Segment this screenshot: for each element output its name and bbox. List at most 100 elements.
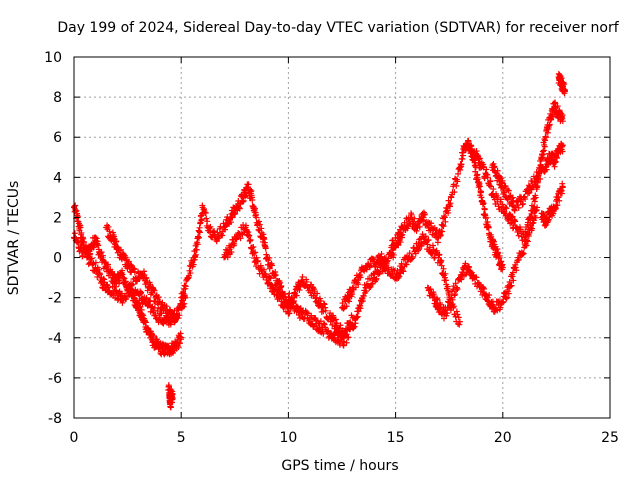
data-point xyxy=(473,274,480,281)
data-point xyxy=(151,287,158,294)
data-point xyxy=(454,286,461,293)
data-point xyxy=(446,304,453,311)
data-point xyxy=(455,314,462,321)
data-point xyxy=(428,251,435,258)
data-point xyxy=(438,262,445,269)
data-point xyxy=(111,233,118,240)
data-point xyxy=(411,215,418,222)
data-point xyxy=(249,197,256,204)
data-point xyxy=(276,294,283,301)
data-point xyxy=(357,274,364,281)
data-point xyxy=(482,215,489,222)
data-point xyxy=(400,268,407,275)
data-point xyxy=(152,312,159,319)
data-point xyxy=(528,210,535,217)
data-point xyxy=(509,213,516,220)
data-point xyxy=(554,155,561,162)
data-point xyxy=(520,250,527,257)
data-point xyxy=(426,244,433,251)
data-point xyxy=(450,303,457,310)
data-point xyxy=(352,284,359,291)
data-point xyxy=(214,229,221,236)
data-point xyxy=(245,181,252,188)
data-point xyxy=(385,264,392,271)
data-point xyxy=(288,294,295,301)
data-point xyxy=(75,238,82,245)
axis-ticks: 0 5 10 15 20 25 -8 -6 -4 -2 0 2 4 6 8 10 xyxy=(44,50,619,446)
data-point xyxy=(375,271,382,278)
data-point xyxy=(114,244,121,251)
data-point xyxy=(80,235,87,242)
data-point xyxy=(202,209,209,216)
data-point xyxy=(531,198,538,205)
data-point xyxy=(246,232,253,239)
data-point xyxy=(167,321,174,328)
data-point xyxy=(521,238,528,245)
data-point xyxy=(381,255,388,262)
data-point xyxy=(93,235,100,242)
data-point xyxy=(322,304,329,311)
data-point xyxy=(151,304,158,311)
data-point xyxy=(363,288,370,295)
data-point xyxy=(250,243,257,250)
data-point xyxy=(434,239,441,246)
data-point xyxy=(296,315,303,322)
x-tick-label: 20 xyxy=(494,430,512,446)
data-point xyxy=(337,322,344,329)
chart-title: Day 199 of 2024, Sidereal Day-to-day VTE… xyxy=(57,20,619,36)
data-point xyxy=(512,218,519,225)
data-point xyxy=(254,258,261,265)
data-point xyxy=(129,281,136,288)
data-point xyxy=(140,312,147,319)
data-point xyxy=(501,189,508,196)
data-point xyxy=(227,219,234,226)
data-point xyxy=(495,203,502,210)
data-point xyxy=(520,200,527,207)
data-point xyxy=(88,255,95,262)
data-point xyxy=(486,291,493,298)
data-point xyxy=(154,307,161,314)
data-point xyxy=(412,250,419,257)
data-point xyxy=(120,274,127,281)
data-point xyxy=(555,194,562,201)
data-point xyxy=(452,280,459,287)
data-point xyxy=(81,238,88,245)
data-point xyxy=(452,291,459,298)
data-point xyxy=(399,231,406,238)
data-point xyxy=(363,266,370,273)
data-point xyxy=(286,310,293,317)
data-point xyxy=(262,271,269,278)
data-point xyxy=(561,88,568,95)
data-point xyxy=(543,166,550,173)
data-point xyxy=(360,292,367,299)
data-point xyxy=(409,253,416,260)
data-point xyxy=(529,207,536,214)
data-point xyxy=(462,260,469,267)
data-point xyxy=(414,247,421,254)
data-point xyxy=(310,323,317,330)
data-point xyxy=(203,215,210,222)
data-point xyxy=(513,267,520,274)
y-tick-label: 10 xyxy=(44,50,62,66)
data-point xyxy=(166,392,173,399)
data-point xyxy=(509,269,516,276)
data-point xyxy=(476,155,483,162)
data-point xyxy=(366,275,373,282)
data-point xyxy=(237,235,244,242)
data-point xyxy=(541,143,548,150)
data-point xyxy=(489,237,496,244)
data-point xyxy=(180,303,187,310)
data-point xyxy=(153,315,160,322)
data-point xyxy=(78,229,85,236)
data-point xyxy=(345,334,352,341)
data-point xyxy=(451,189,458,196)
data-point xyxy=(558,75,565,82)
data-point xyxy=(428,220,435,227)
data-point xyxy=(137,303,144,310)
data-point xyxy=(165,383,172,390)
data-point xyxy=(532,194,539,201)
data-point xyxy=(118,246,125,253)
data-point xyxy=(429,242,436,249)
data-point xyxy=(553,154,560,161)
data-point xyxy=(551,163,558,170)
